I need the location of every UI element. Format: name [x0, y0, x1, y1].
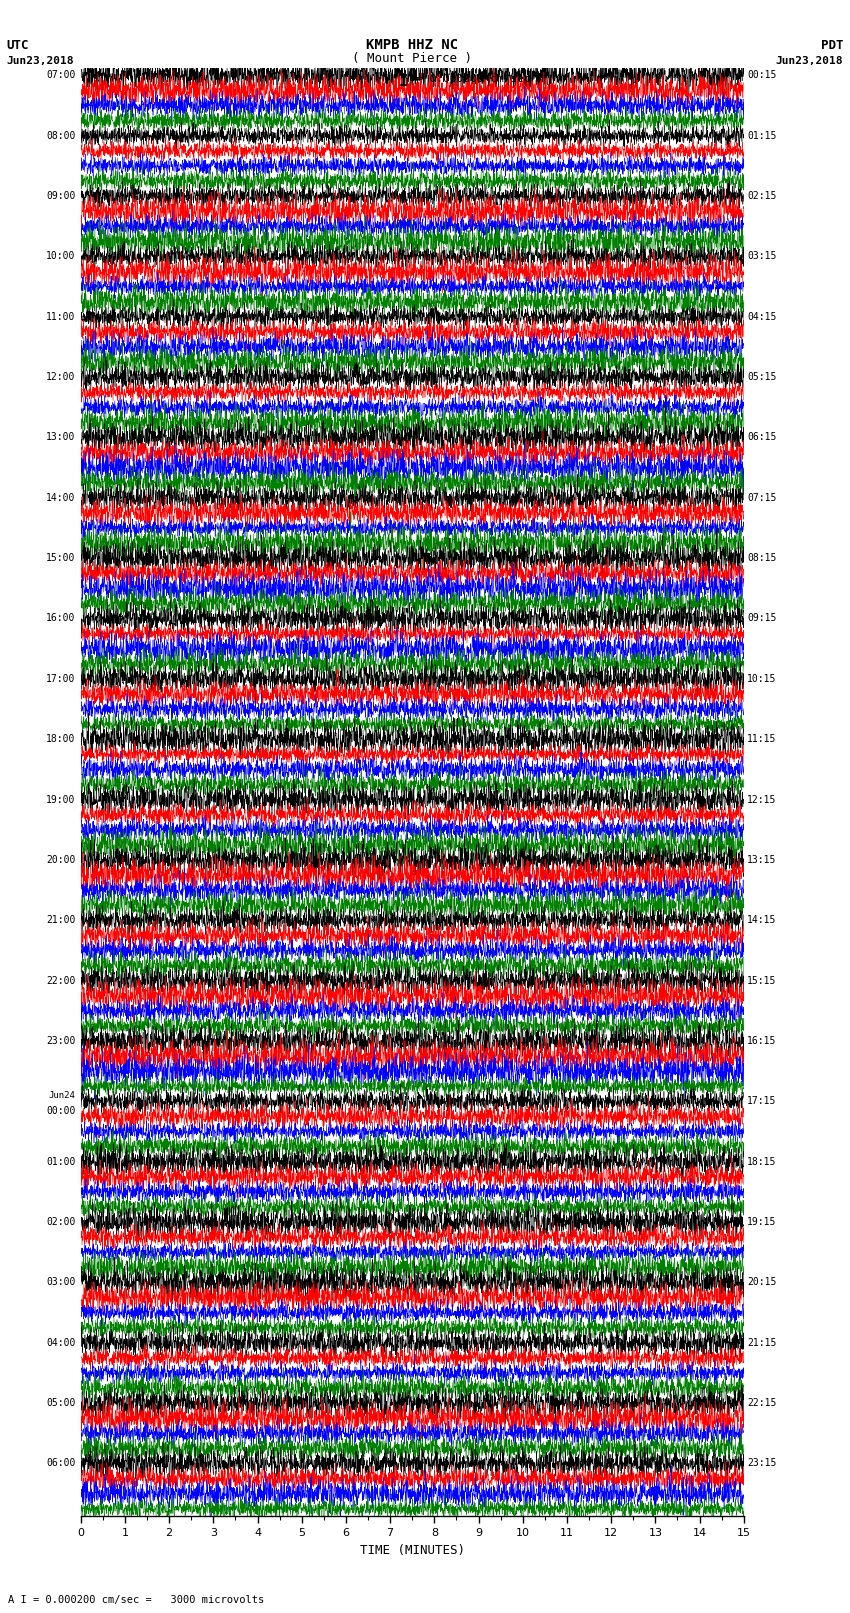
Text: 03:00: 03:00 [46, 1277, 76, 1287]
Text: A I = 0.000200 cm/sec =   3000 microvolts: A I = 0.000200 cm/sec = 3000 microvolts [8, 1595, 264, 1605]
Text: 23:00: 23:00 [46, 1036, 76, 1045]
Text: 22:00: 22:00 [46, 976, 76, 986]
Text: 13:00: 13:00 [46, 432, 76, 442]
X-axis label: TIME (MINUTES): TIME (MINUTES) [360, 1544, 465, 1557]
Text: 01:00: 01:00 [46, 1157, 76, 1166]
Text: 12:15: 12:15 [747, 795, 776, 805]
Text: UTC: UTC [7, 39, 29, 52]
Text: 08:15: 08:15 [747, 553, 776, 563]
Text: 15:00: 15:00 [46, 553, 76, 563]
Text: 18:15: 18:15 [747, 1157, 776, 1166]
Text: 16:15: 16:15 [747, 1036, 776, 1045]
Text: 14:00: 14:00 [46, 492, 76, 503]
Text: 04:00: 04:00 [46, 1337, 76, 1348]
Text: 20:15: 20:15 [747, 1277, 776, 1287]
Text: 00:15: 00:15 [747, 71, 776, 81]
Text: KMPB HHZ NC: KMPB HHZ NC [366, 37, 458, 52]
Text: 07:15: 07:15 [747, 492, 776, 503]
Text: 10:15: 10:15 [747, 674, 776, 684]
Text: 13:15: 13:15 [747, 855, 776, 865]
Text: I: I [400, 74, 408, 89]
Text: 03:15: 03:15 [747, 252, 776, 261]
Text: 21:15: 21:15 [747, 1337, 776, 1348]
Text: 11:00: 11:00 [46, 311, 76, 321]
Text: 08:00: 08:00 [46, 131, 76, 140]
Text: 17:00: 17:00 [46, 674, 76, 684]
Text: 14:15: 14:15 [747, 915, 776, 926]
Text: 18:00: 18:00 [46, 734, 76, 744]
Text: 23:15: 23:15 [747, 1458, 776, 1468]
Text: = 0.000200 cm/sec: = 0.000200 cm/sec [416, 74, 531, 84]
Text: 07:00: 07:00 [46, 71, 76, 81]
Text: 12:00: 12:00 [46, 373, 76, 382]
Text: 22:15: 22:15 [747, 1398, 776, 1408]
Text: 02:00: 02:00 [46, 1216, 76, 1227]
Text: 10:00: 10:00 [46, 252, 76, 261]
Text: 19:00: 19:00 [46, 795, 76, 805]
Text: 00:00: 00:00 [46, 1107, 76, 1116]
Text: 15:15: 15:15 [747, 976, 776, 986]
Text: 09:00: 09:00 [46, 190, 76, 202]
Text: Jun23,2018: Jun23,2018 [776, 56, 843, 66]
Text: 09:15: 09:15 [747, 613, 776, 624]
Text: 21:00: 21:00 [46, 915, 76, 926]
Text: PDT: PDT [821, 39, 843, 52]
Text: 02:15: 02:15 [747, 190, 776, 202]
Text: Jun23,2018: Jun23,2018 [7, 56, 74, 66]
Text: 06:00: 06:00 [46, 1458, 76, 1468]
Text: Jun24: Jun24 [48, 1090, 76, 1100]
Text: 19:15: 19:15 [747, 1216, 776, 1227]
Text: 17:15: 17:15 [747, 1097, 776, 1107]
Text: 06:15: 06:15 [747, 432, 776, 442]
Text: 16:00: 16:00 [46, 613, 76, 624]
Text: 05:15: 05:15 [747, 373, 776, 382]
Text: 20:00: 20:00 [46, 855, 76, 865]
Text: 05:00: 05:00 [46, 1398, 76, 1408]
Text: ( Mount Pierce ): ( Mount Pierce ) [352, 52, 473, 65]
Text: 11:15: 11:15 [747, 734, 776, 744]
Text: 04:15: 04:15 [747, 311, 776, 321]
Text: 01:15: 01:15 [747, 131, 776, 140]
